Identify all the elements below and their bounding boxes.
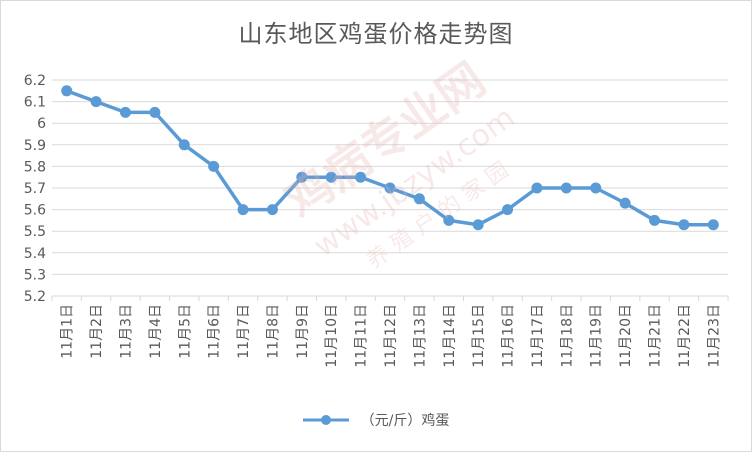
x-tick-label: 11月1日: [60, 304, 76, 359]
data-point: [208, 160, 220, 172]
y-tick-label: 5.5: [24, 224, 46, 240]
data-point: [119, 106, 131, 118]
x-tick-label: 11月14日: [442, 304, 458, 368]
x-tick-label: 11月9日: [295, 304, 311, 359]
x-tick-label: 11月15日: [471, 304, 487, 368]
x-tick-label: 11月2日: [89, 304, 105, 359]
data-point: [619, 197, 631, 209]
data-point: [266, 204, 278, 216]
x-tick-label: 11月18日: [559, 304, 575, 368]
x-tick-label: 11月20日: [618, 304, 634, 368]
x-tick-label: 11月7日: [236, 304, 252, 359]
data-point: [90, 96, 102, 108]
data-point: [413, 193, 425, 205]
data-point: [355, 171, 367, 183]
data-point: [707, 219, 719, 231]
data-point: [237, 204, 249, 216]
x-tick-label: 11月16日: [501, 304, 517, 368]
x-tick-label: 11月17日: [530, 304, 546, 368]
x-tick-label: 11月4日: [148, 304, 164, 359]
y-tick-label: 5.3: [24, 267, 46, 283]
y-tick-label: 5.4: [24, 246, 46, 262]
y-tick-label: 6.1: [24, 95, 46, 111]
x-tick-label: 11月8日: [265, 304, 281, 359]
y-tick-label: 5.9: [24, 138, 46, 154]
x-tick-label: 11月19日: [589, 304, 605, 368]
data-point: [296, 171, 308, 183]
x-tick-label: 11月23日: [706, 304, 722, 368]
y-tick-label: 6.2: [24, 73, 46, 89]
x-tick-label: 11月21日: [648, 304, 664, 368]
data-point: [502, 204, 514, 216]
y-tick-label: 5.8: [24, 159, 46, 175]
data-point: [149, 106, 161, 118]
x-tick-label: 11月10日: [324, 304, 340, 368]
data-point: [560, 182, 572, 194]
series-line: [66, 89, 714, 227]
x-tick-label: 11月3日: [118, 304, 134, 359]
y-tick-label: 5.7: [24, 181, 46, 197]
legend-label: （元/斤）鸡蛋: [360, 413, 450, 429]
data-point: [590, 182, 602, 194]
x-tick-label: 11月11日: [354, 304, 370, 368]
x-tick-label: 11月12日: [383, 304, 399, 368]
legend: （元/斤）鸡蛋: [0, 410, 752, 430]
data-point: [531, 182, 543, 194]
data-point: [472, 219, 484, 231]
y-tick-label: 5.2: [24, 289, 46, 305]
data-point: [61, 85, 73, 97]
x-tick-label: 11月13日: [412, 304, 428, 368]
data-point: [178, 139, 190, 151]
data-point: [649, 214, 661, 226]
y-tick-label: 6: [37, 116, 46, 132]
x-tick-label: 11月6日: [207, 304, 223, 359]
chart-title: 山东地区鸡蛋价格走势图: [238, 20, 514, 48]
data-point: [325, 171, 337, 183]
data-point: [384, 182, 396, 194]
x-tick-label: 11月5日: [177, 304, 193, 359]
data-point: [443, 214, 455, 226]
legend-line-marker: [302, 415, 349, 425]
y-tick-label: 5.6: [24, 203, 46, 219]
x-tick-label: 11月22日: [677, 304, 693, 368]
data-point: [678, 219, 690, 231]
